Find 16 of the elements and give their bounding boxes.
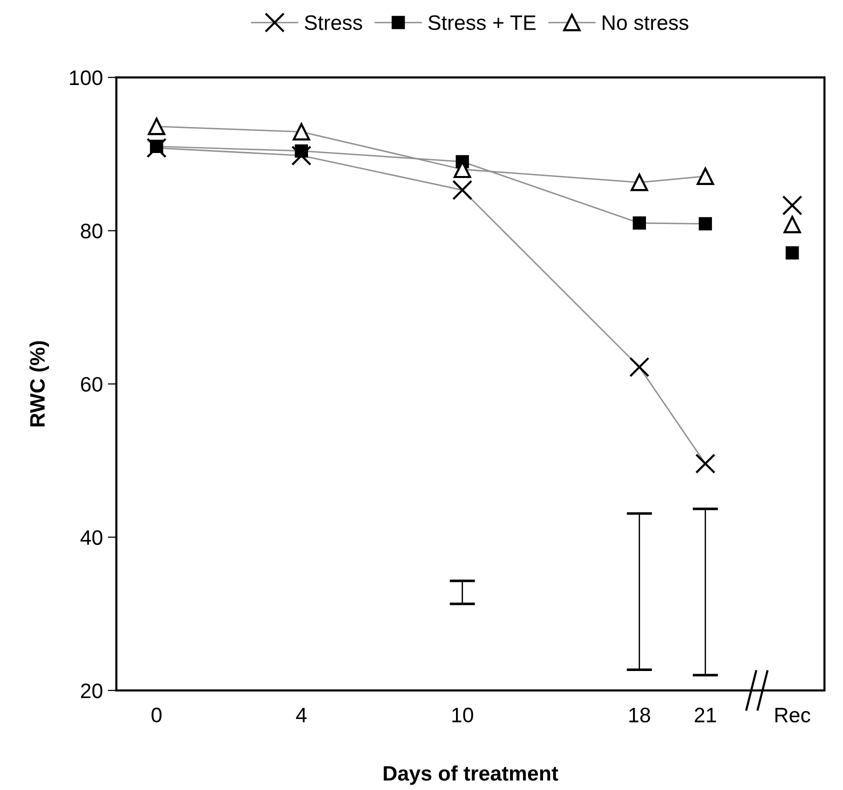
x-tick-label: 10 xyxy=(452,708,474,722)
y-tick-label: 60 xyxy=(81,376,102,392)
x-axis-title: Days of treatment xyxy=(384,765,558,785)
x-tick-label: 0 xyxy=(152,708,162,722)
y-axis-title: RWC (%) xyxy=(30,341,49,426)
y-tick-label: 20 xyxy=(81,683,102,698)
x-tick-label: 18 xyxy=(629,708,650,722)
x-tick-label: 4 xyxy=(296,708,307,722)
legend-label: Stress + TE xyxy=(428,15,536,30)
y-tick-label: 40 xyxy=(80,530,102,545)
legend-label: No stress xyxy=(602,15,688,30)
y-tick-label: 80 xyxy=(80,224,102,238)
y-tick-label: 100 xyxy=(70,70,102,86)
x-tick-label: Rec xyxy=(775,708,810,722)
legend-label: Stress xyxy=(304,15,362,30)
x-tick-label: 21 xyxy=(694,708,716,722)
